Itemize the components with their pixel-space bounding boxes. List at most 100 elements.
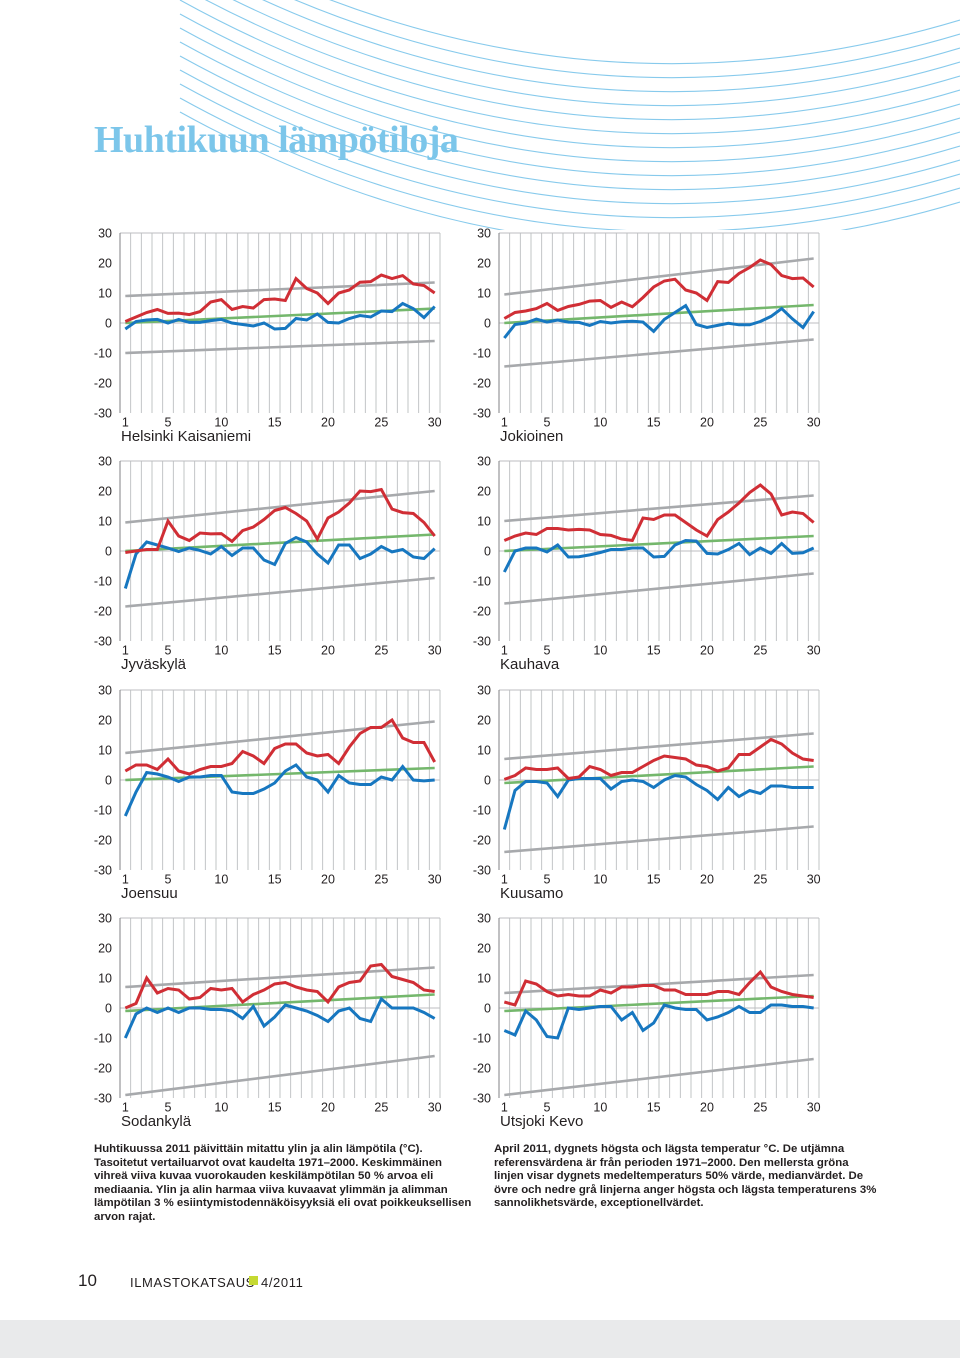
series-median-line [504, 994, 814, 1013]
square-icon [249, 1276, 258, 1285]
x-tick-label: 25 [753, 1101, 767, 1115]
y-tick-label: 0 [105, 774, 112, 788]
y-tick-label: -10 [473, 575, 491, 589]
series-upper-line [125, 489, 435, 524]
page-title: Huhtikuun lämpötiloja [94, 119, 459, 161]
decor-wave-line [179, 41, 960, 177]
x-tick-label: 15 [268, 1101, 282, 1115]
y-tick-label: 10 [477, 972, 491, 986]
chart-kauhava: 30 20 10 0 -10 -20 -30 1 5 10 15 20 25 30 Kauhava [469, 455, 833, 674]
grid [119, 460, 441, 641]
y-tick-label: -10 [94, 1032, 112, 1046]
x-tick-label: 1 [122, 644, 129, 658]
series-upper-line [504, 973, 814, 995]
series-min-line [124, 301, 436, 331]
decor-wave-line [179, 97, 960, 230]
y-tick-label: -20 [94, 834, 112, 848]
series-max-line [125, 487, 436, 554]
x-tick-label: 5 [165, 416, 172, 430]
series-max-line [503, 969, 814, 1007]
station-label: Utsjoki Kevo [500, 1113, 584, 1130]
decor-wave-line [179, 55, 960, 191]
issue-number: 4/2011 [261, 1275, 304, 1290]
series-lower-line [504, 572, 814, 605]
series-min-line [123, 996, 436, 1039]
y-tick-label: -30 [94, 1092, 112, 1106]
y-tick-label: 20 [477, 714, 491, 728]
y-tick-label: -30 [473, 635, 491, 649]
y-tick-label: 20 [477, 257, 491, 271]
y-tick-label: -10 [94, 347, 112, 361]
y-tick-label: 10 [98, 972, 112, 986]
x-tick-label: 10 [593, 873, 607, 887]
y-tick-label: 30 [477, 455, 491, 469]
series-lower-line [504, 1057, 814, 1097]
series-lower-line [504, 825, 814, 854]
station-label: Sodankylä [121, 1113, 192, 1130]
x-tick-label: 30 [807, 644, 821, 658]
station-label: Jyväskylä [121, 656, 187, 673]
y-tick-label: 0 [484, 545, 491, 559]
decor-wave-line [232, 0, 960, 107]
station-label: Joensuu [121, 885, 178, 902]
series-max-line [503, 737, 814, 781]
series-upper-line [504, 494, 814, 523]
series-min-line [502, 538, 815, 573]
y-tick-label: 10 [477, 287, 491, 301]
series-lower-line [125, 339, 435, 355]
y-tick-label: -20 [473, 1062, 491, 1076]
y-tick-label: 10 [98, 515, 112, 529]
x-tick-label: 10 [593, 416, 607, 430]
y-tick-label: -30 [473, 864, 491, 878]
y-tick-label: 0 [484, 774, 491, 788]
x-tick-label: 25 [374, 416, 388, 430]
station-label: Kauhava [500, 656, 560, 673]
y-tick-label: -10 [94, 804, 112, 818]
station-label: Helsinki Kaisaniemi [121, 428, 252, 445]
x-tick-label: 25 [374, 1101, 388, 1115]
x-tick-label: 25 [753, 416, 767, 430]
y-tick-label: -10 [473, 1032, 491, 1046]
x-tick-label: 20 [700, 644, 714, 658]
x-tick-label: 5 [165, 1101, 172, 1115]
x-tick-label: 10 [214, 644, 228, 658]
series-min-line [503, 303, 815, 339]
series-max-line [503, 258, 815, 320]
decor-wave-line [294, 0, 960, 79]
x-tick-label: 20 [321, 644, 335, 658]
bottom-bar [0, 1320, 960, 1358]
x-tick-label: 20 [321, 1101, 335, 1115]
y-tick-label: 30 [477, 912, 491, 926]
x-tick-label: 1 [122, 873, 129, 887]
x-tick-label: 5 [544, 416, 551, 430]
chart-helsinki-kaisaniemi: 30 20 10 0 -10 -20 -30 1 5 10 15 20 25 30 Helsinki Kai… [90, 227, 454, 446]
y-tick-label: 10 [477, 515, 491, 529]
y-tick-label: -20 [473, 605, 491, 619]
x-tick-label: 1 [122, 416, 129, 430]
y-tick-label: -10 [94, 575, 112, 589]
x-tick-label: 30 [428, 416, 442, 430]
x-tick-label: 5 [544, 1101, 551, 1115]
y-tick-label: 30 [98, 912, 112, 926]
chart-utsjoki-kevo: 30 20 10 0 -10 -20 -30 1 5 10 15 20 25 30 Utsjoki Kevo [469, 912, 833, 1131]
y-tick-label: 30 [98, 227, 112, 241]
decor-wave-line [179, 0, 960, 135]
series-min-line [503, 1003, 814, 1040]
decor-wave-line [204, 0, 960, 121]
chart-joensuu: 30 20 10 0 -10 -20 -30 1 5 10 15 20 25 30 Joensuu [90, 684, 454, 903]
x-tick-label: 30 [428, 644, 442, 658]
y-tick-label: -30 [94, 635, 112, 649]
decor-wave-line [179, 27, 960, 163]
y-tick-label: -20 [473, 377, 491, 391]
x-tick-label: 20 [321, 416, 335, 430]
x-tick-label: 15 [647, 644, 661, 658]
series-median-line [125, 993, 435, 1013]
series-max-line [124, 962, 435, 1010]
y-tick-label: -30 [94, 864, 112, 878]
chart-sodankyla: 30 20 10 0 -10 -20 -30 1 5 10 15 20 25 30 Sodankylä [90, 912, 454, 1131]
series-lower-line [504, 338, 814, 368]
